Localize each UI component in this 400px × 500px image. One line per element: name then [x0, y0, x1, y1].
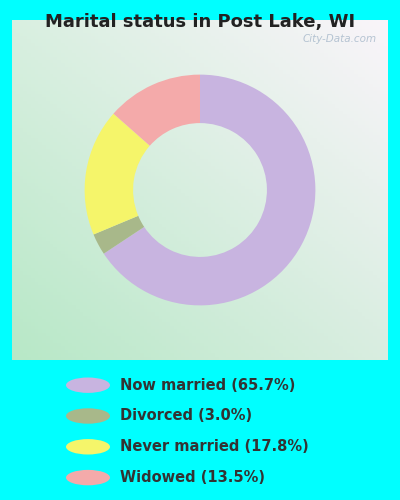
Text: Divorced (3.0%): Divorced (3.0%)	[120, 408, 252, 424]
Text: Now married (65.7%): Now married (65.7%)	[120, 378, 295, 392]
Wedge shape	[85, 114, 150, 234]
Text: City-Data.com: City-Data.com	[302, 34, 377, 43]
Circle shape	[66, 378, 110, 393]
Circle shape	[66, 408, 110, 424]
Circle shape	[66, 439, 110, 454]
Circle shape	[66, 470, 110, 486]
Wedge shape	[114, 74, 200, 146]
Wedge shape	[94, 216, 144, 254]
Text: Marital status in Post Lake, WI: Marital status in Post Lake, WI	[45, 12, 355, 30]
Text: Widowed (13.5%): Widowed (13.5%)	[120, 470, 265, 485]
Text: Never married (17.8%): Never married (17.8%)	[120, 440, 309, 454]
Wedge shape	[104, 74, 315, 306]
